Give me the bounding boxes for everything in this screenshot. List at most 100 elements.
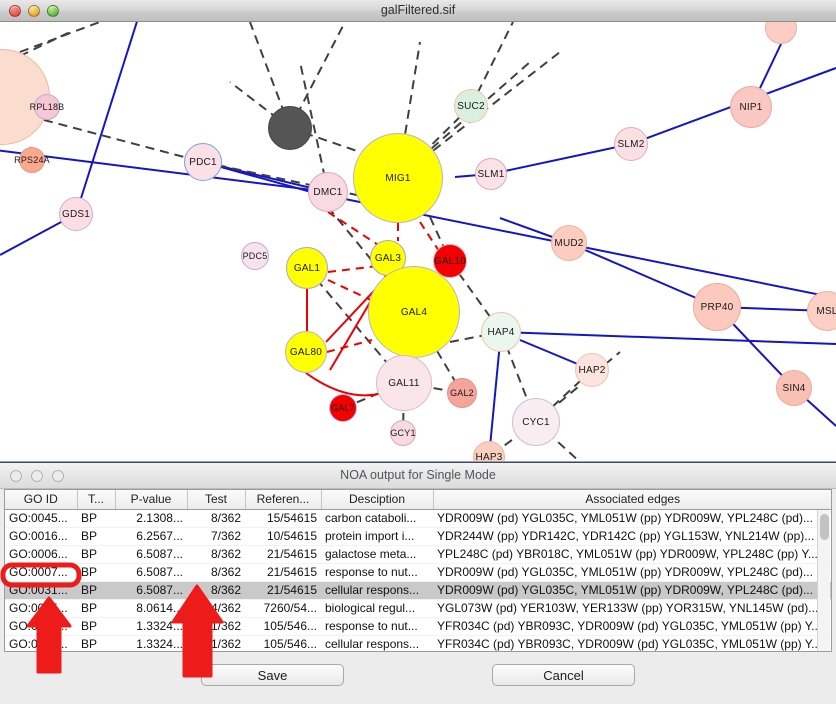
noa-close-button[interactable] <box>10 469 22 482</box>
main-window-titlebar: galFiltered.sif <box>0 0 836 22</box>
network-node-msl[interactable]: MSL <box>807 291 836 331</box>
cell-type: BP <box>77 563 115 582</box>
close-button[interactable] <box>9 4 21 17</box>
network-node-sin4[interactable]: SIN4 <box>776 370 812 406</box>
network-node-pdc5[interactable]: PDC5 <box>241 242 269 270</box>
network-node-gal2[interactable]: GAL2 <box>447 378 477 408</box>
dialog-button-row: Save Cancel <box>0 664 836 686</box>
main-window-title: galFiltered.sif <box>380 3 456 17</box>
table-row[interactable]: GO:0045... BP 2.1308... 8/362 15/54615 carbon… <box>5 509 831 528</box>
column-header-type[interactable]: T... <box>77 490 116 510</box>
network-node-rpl18b[interactable]: RPL18B <box>30 94 64 120</box>
network-node-gcy1[interactable]: GCY1 <box>390 420 416 446</box>
network-node-rps24a[interactable]: RPS24A <box>14 147 50 173</box>
cell-type: BP <box>77 509 115 528</box>
noa-window-controls[interactable] <box>10 469 64 482</box>
cell-reference: 21/54615 <box>245 545 321 564</box>
cell-reference: 7260/54... <box>245 599 321 618</box>
network-node-gal11[interactable]: GAL11 <box>376 355 432 411</box>
node-label: CYC1 <box>522 416 550 428</box>
cell-p-value: 6.2567... <box>115 527 187 546</box>
table-row[interactable]: GO:0016... BP 6.2567... 7/362 10/54615 protei… <box>5 527 831 546</box>
table-row[interactable]: GO:0031... BP 1.3324... 11/362 105/546... cel… <box>5 635 831 651</box>
cell-go-id: GO:0031... <box>5 635 77 651</box>
window-controls[interactable] <box>9 4 59 17</box>
network-node-hap2[interactable]: HAP2 <box>575 353 609 387</box>
cell-p-value: 8.0614... <box>115 599 187 618</box>
column-header-description[interactable]: Desciption <box>321 490 434 510</box>
cancel-button[interactable]: Cancel <box>492 664 635 686</box>
table-row[interactable]: GO:0006... BP 6.5087... 8/362 21/54615 galact… <box>5 545 831 564</box>
network-node-gds1[interactable]: GDS1 <box>59 197 93 231</box>
cell-reference: 21/54615 <box>245 581 321 600</box>
noa-minimize-button[interactable] <box>31 469 43 482</box>
network-node-greybig[interactable] <box>268 106 312 150</box>
column-header-go-id[interactable]: GO ID <box>5 490 78 510</box>
network-node-mud2[interactable]: MUD2 <box>551 225 587 261</box>
cell-test: 8/362 <box>187 581 245 600</box>
cell-test: 8/362 <box>187 509 245 528</box>
cell-associated-edges: YDR009W (pd) YGL035C, YML051W (pp) YDR00… <box>433 509 831 528</box>
zoom-button[interactable] <box>47 4 59 17</box>
node-label: GDS1 <box>61 208 91 220</box>
network-node-suc2[interactable]: SUC2 <box>454 89 488 123</box>
network-node-gal7[interactable]: GAL7 <box>329 394 357 422</box>
network-node-dmc1[interactable]: DMC1 <box>308 172 348 212</box>
cell-reference: 105/546... <box>245 635 321 651</box>
noa-table-container[interactable]: GO ID T... P-value Test Referen... Desci… <box>4 489 832 652</box>
cell-associated-edges: YPL248C (pd) YBR018C, YML051W (pp) YDR00… <box>433 545 831 564</box>
network-node-nip1[interactable]: NIP1 <box>730 86 772 128</box>
main-window: galFiltered.sif <box>0 0 836 462</box>
cell-description: response to nut... <box>321 563 433 582</box>
network-node-cyc1[interactable]: CYC1 <box>512 398 560 446</box>
cell-go-id: GO:0065... <box>5 599 77 618</box>
network-node-gal4[interactable]: GAL4 <box>368 266 460 358</box>
table-header-row[interactable]: GO ID T... P-value Test Referen... Desci… <box>5 490 831 510</box>
cell-test: 94/362 <box>187 599 245 618</box>
network-node-hap4[interactable]: HAP4 <box>481 312 521 352</box>
cell-associated-edges: YDR244W (pp) YDR142C, YDR142C (pp) YGL15… <box>433 527 831 546</box>
network-node-mig1[interactable]: MIG1 <box>353 133 443 223</box>
network-node-slm2[interactable]: SLM2 <box>614 127 648 161</box>
node-label: GCY1 <box>390 428 416 438</box>
network-node-slm1[interactable]: SLM1 <box>475 158 507 190</box>
node-label: HAP2 <box>578 364 606 376</box>
table-row[interactable]: GO:0031... BP 1.3324... 11/362 105/546... res… <box>5 617 831 636</box>
noa-table-body[interactable]: GO:0045... BP 2.1308... 8/362 15/54615 carbon… <box>5 509 831 651</box>
column-header-test[interactable]: Test <box>187 490 246 510</box>
minimize-button[interactable] <box>28 4 40 17</box>
node-label: RPL18B <box>29 102 65 112</box>
column-header-associated-edges[interactable]: Associated edges <box>433 490 831 510</box>
cell-p-value: 1.3324... <box>115 617 187 636</box>
node-label: GAL2 <box>450 388 474 398</box>
cell-reference: 105/546... <box>245 617 321 636</box>
noa-results-table[interactable]: GO ID T... P-value Test Referen... Desci… <box>5 490 831 651</box>
scrollbar-thumb[interactable] <box>820 514 829 540</box>
network-node-gal1[interactable]: GAL1 <box>286 247 328 289</box>
cell-p-value: 6.5087... <box>115 563 187 582</box>
table-vertical-scrollbar[interactable] <box>817 510 830 651</box>
cell-test: 8/362 <box>187 563 245 582</box>
network-canvas[interactable]: RPL18B RPS24A GDS1 PDC1 PDC5 DMC1 SUC2 MIG1 SLM1… <box>0 22 836 461</box>
column-header-p-value[interactable]: P-value <box>115 490 188 510</box>
noa-zoom-button[interactable] <box>52 469 64 482</box>
node-label: RPS24A <box>14 155 50 165</box>
column-header-reference[interactable]: Referen... <box>245 490 322 510</box>
node-label: SIN4 <box>782 382 806 394</box>
network-node-gal80[interactable]: GAL80 <box>285 331 327 373</box>
save-button[interactable]: Save <box>201 664 344 686</box>
network-node-pdc1[interactable]: PDC1 <box>184 143 222 181</box>
table-row[interactable]: GO:0007... BP 6.5087... 8/362 21/54615 respon… <box>5 563 831 582</box>
node-label: SLM1 <box>477 168 505 180</box>
cell-reference: 21/54615 <box>245 563 321 582</box>
cell-associated-edges: YFR034C (pd) YBR093C, YDR009W (pd) YGL03… <box>433 617 831 636</box>
table-row[interactable]: GO:0065... BP 8.0614... 94/362 7260/54... bio… <box>5 599 831 618</box>
cell-description: response to nut... <box>321 617 433 636</box>
cell-go-id: GO:0007... <box>5 563 77 582</box>
table-row[interactable]: GO:0031... BP 6.5087... 8/362 21/54615 cellul… <box>5 581 831 600</box>
cell-go-id: GO:0016... <box>5 527 77 546</box>
node-label: HAP4 <box>487 326 515 338</box>
network-node-prp40[interactable]: PRP40 <box>693 283 741 331</box>
cell-type: BP <box>77 527 115 546</box>
